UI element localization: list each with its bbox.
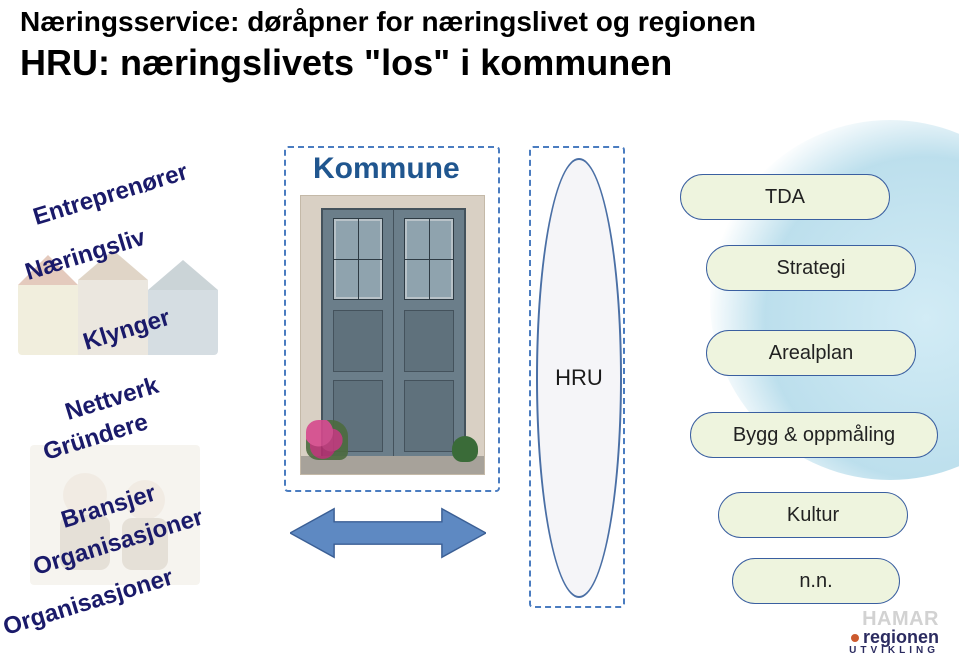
pill-tda: TDA [680, 174, 890, 220]
double-arrow-icon [290, 505, 486, 561]
logo: HAMAR regionen UTVIKLING [849, 608, 939, 656]
pill-strategi: Strategi [706, 245, 916, 291]
pill-arealplan: Arealplan [706, 330, 916, 376]
pill-kultur: Kultur [718, 492, 908, 538]
pill-bygg-oppm-ling: Bygg & oppmåling [690, 412, 938, 458]
pill-n-n-: n.n. [732, 558, 900, 604]
logo-sub2-text: UTVIKLING [849, 645, 939, 656]
kommune-label: Kommune [313, 152, 460, 186]
hru-ellipse: HRU [536, 158, 622, 598]
page-title-line2: HRU: næringslivets "los" i kommunen [20, 42, 672, 84]
page-title-line1: Næringsservice: døråpner for næringslive… [20, 6, 756, 38]
door-image [300, 195, 485, 475]
hru-label: HRU [555, 365, 603, 391]
left-label-0: Entreprenører [30, 158, 191, 232]
logo-dot-icon [851, 634, 859, 642]
logo-main-text: HAMAR [849, 608, 939, 631]
